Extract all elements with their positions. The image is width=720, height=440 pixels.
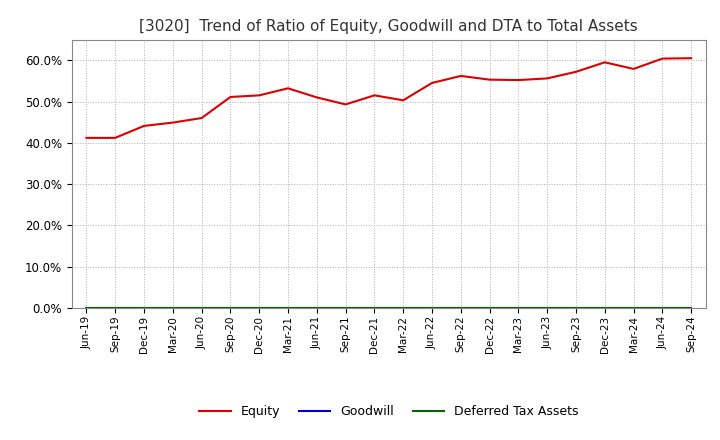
- Deferred Tax Assets: [687, 305, 696, 311]
- Goodwill: [226, 305, 235, 311]
- Deferred Tax Assets: [456, 305, 465, 311]
- Deferred Tax Assets: [284, 305, 292, 311]
- Deferred Tax Assets: [428, 305, 436, 311]
- Deferred Tax Assets: [514, 305, 523, 311]
- Goodwill: [600, 305, 609, 311]
- Equity: [600, 60, 609, 65]
- Goodwill: [428, 305, 436, 311]
- Goodwill: [399, 305, 408, 311]
- Equity: [456, 73, 465, 79]
- Deferred Tax Assets: [226, 305, 235, 311]
- Title: [3020]  Trend of Ratio of Equity, Goodwill and DTA to Total Assets: [3020] Trend of Ratio of Equity, Goodwil…: [140, 19, 638, 34]
- Goodwill: [140, 305, 148, 311]
- Goodwill: [456, 305, 465, 311]
- Equity: [82, 135, 91, 140]
- Deferred Tax Assets: [370, 305, 379, 311]
- Goodwill: [111, 305, 120, 311]
- Equity: [341, 102, 350, 107]
- Goodwill: [543, 305, 552, 311]
- Equity: [543, 76, 552, 81]
- Equity: [572, 69, 580, 74]
- Deferred Tax Assets: [658, 305, 667, 311]
- Equity: [399, 98, 408, 103]
- Goodwill: [82, 305, 91, 311]
- Goodwill: [341, 305, 350, 311]
- Goodwill: [514, 305, 523, 311]
- Goodwill: [687, 305, 696, 311]
- Equity: [485, 77, 494, 82]
- Deferred Tax Assets: [140, 305, 148, 311]
- Goodwill: [255, 305, 264, 311]
- Deferred Tax Assets: [197, 305, 206, 311]
- Deferred Tax Assets: [629, 305, 638, 311]
- Deferred Tax Assets: [600, 305, 609, 311]
- Goodwill: [658, 305, 667, 311]
- Equity: [312, 95, 321, 100]
- Equity: [111, 135, 120, 140]
- Deferred Tax Assets: [543, 305, 552, 311]
- Deferred Tax Assets: [572, 305, 580, 311]
- Goodwill: [572, 305, 580, 311]
- Equity: [428, 81, 436, 86]
- Deferred Tax Assets: [82, 305, 91, 311]
- Goodwill: [284, 305, 292, 311]
- Equity: [197, 115, 206, 121]
- Equity: [255, 93, 264, 98]
- Goodwill: [370, 305, 379, 311]
- Deferred Tax Assets: [168, 305, 177, 311]
- Goodwill: [312, 305, 321, 311]
- Equity: [629, 66, 638, 72]
- Equity: [370, 93, 379, 98]
- Equity: [140, 123, 148, 128]
- Deferred Tax Assets: [312, 305, 321, 311]
- Deferred Tax Assets: [485, 305, 494, 311]
- Deferred Tax Assets: [255, 305, 264, 311]
- Equity: [284, 86, 292, 91]
- Legend: Equity, Goodwill, Deferred Tax Assets: Equity, Goodwill, Deferred Tax Assets: [194, 400, 583, 423]
- Deferred Tax Assets: [341, 305, 350, 311]
- Goodwill: [168, 305, 177, 311]
- Equity: [514, 77, 523, 83]
- Deferred Tax Assets: [111, 305, 120, 311]
- Equity: [168, 120, 177, 125]
- Deferred Tax Assets: [399, 305, 408, 311]
- Equity: [687, 55, 696, 61]
- Equity: [658, 56, 667, 61]
- Line: Equity: Equity: [86, 58, 691, 138]
- Equity: [226, 94, 235, 99]
- Goodwill: [197, 305, 206, 311]
- Goodwill: [485, 305, 494, 311]
- Goodwill: [629, 305, 638, 311]
